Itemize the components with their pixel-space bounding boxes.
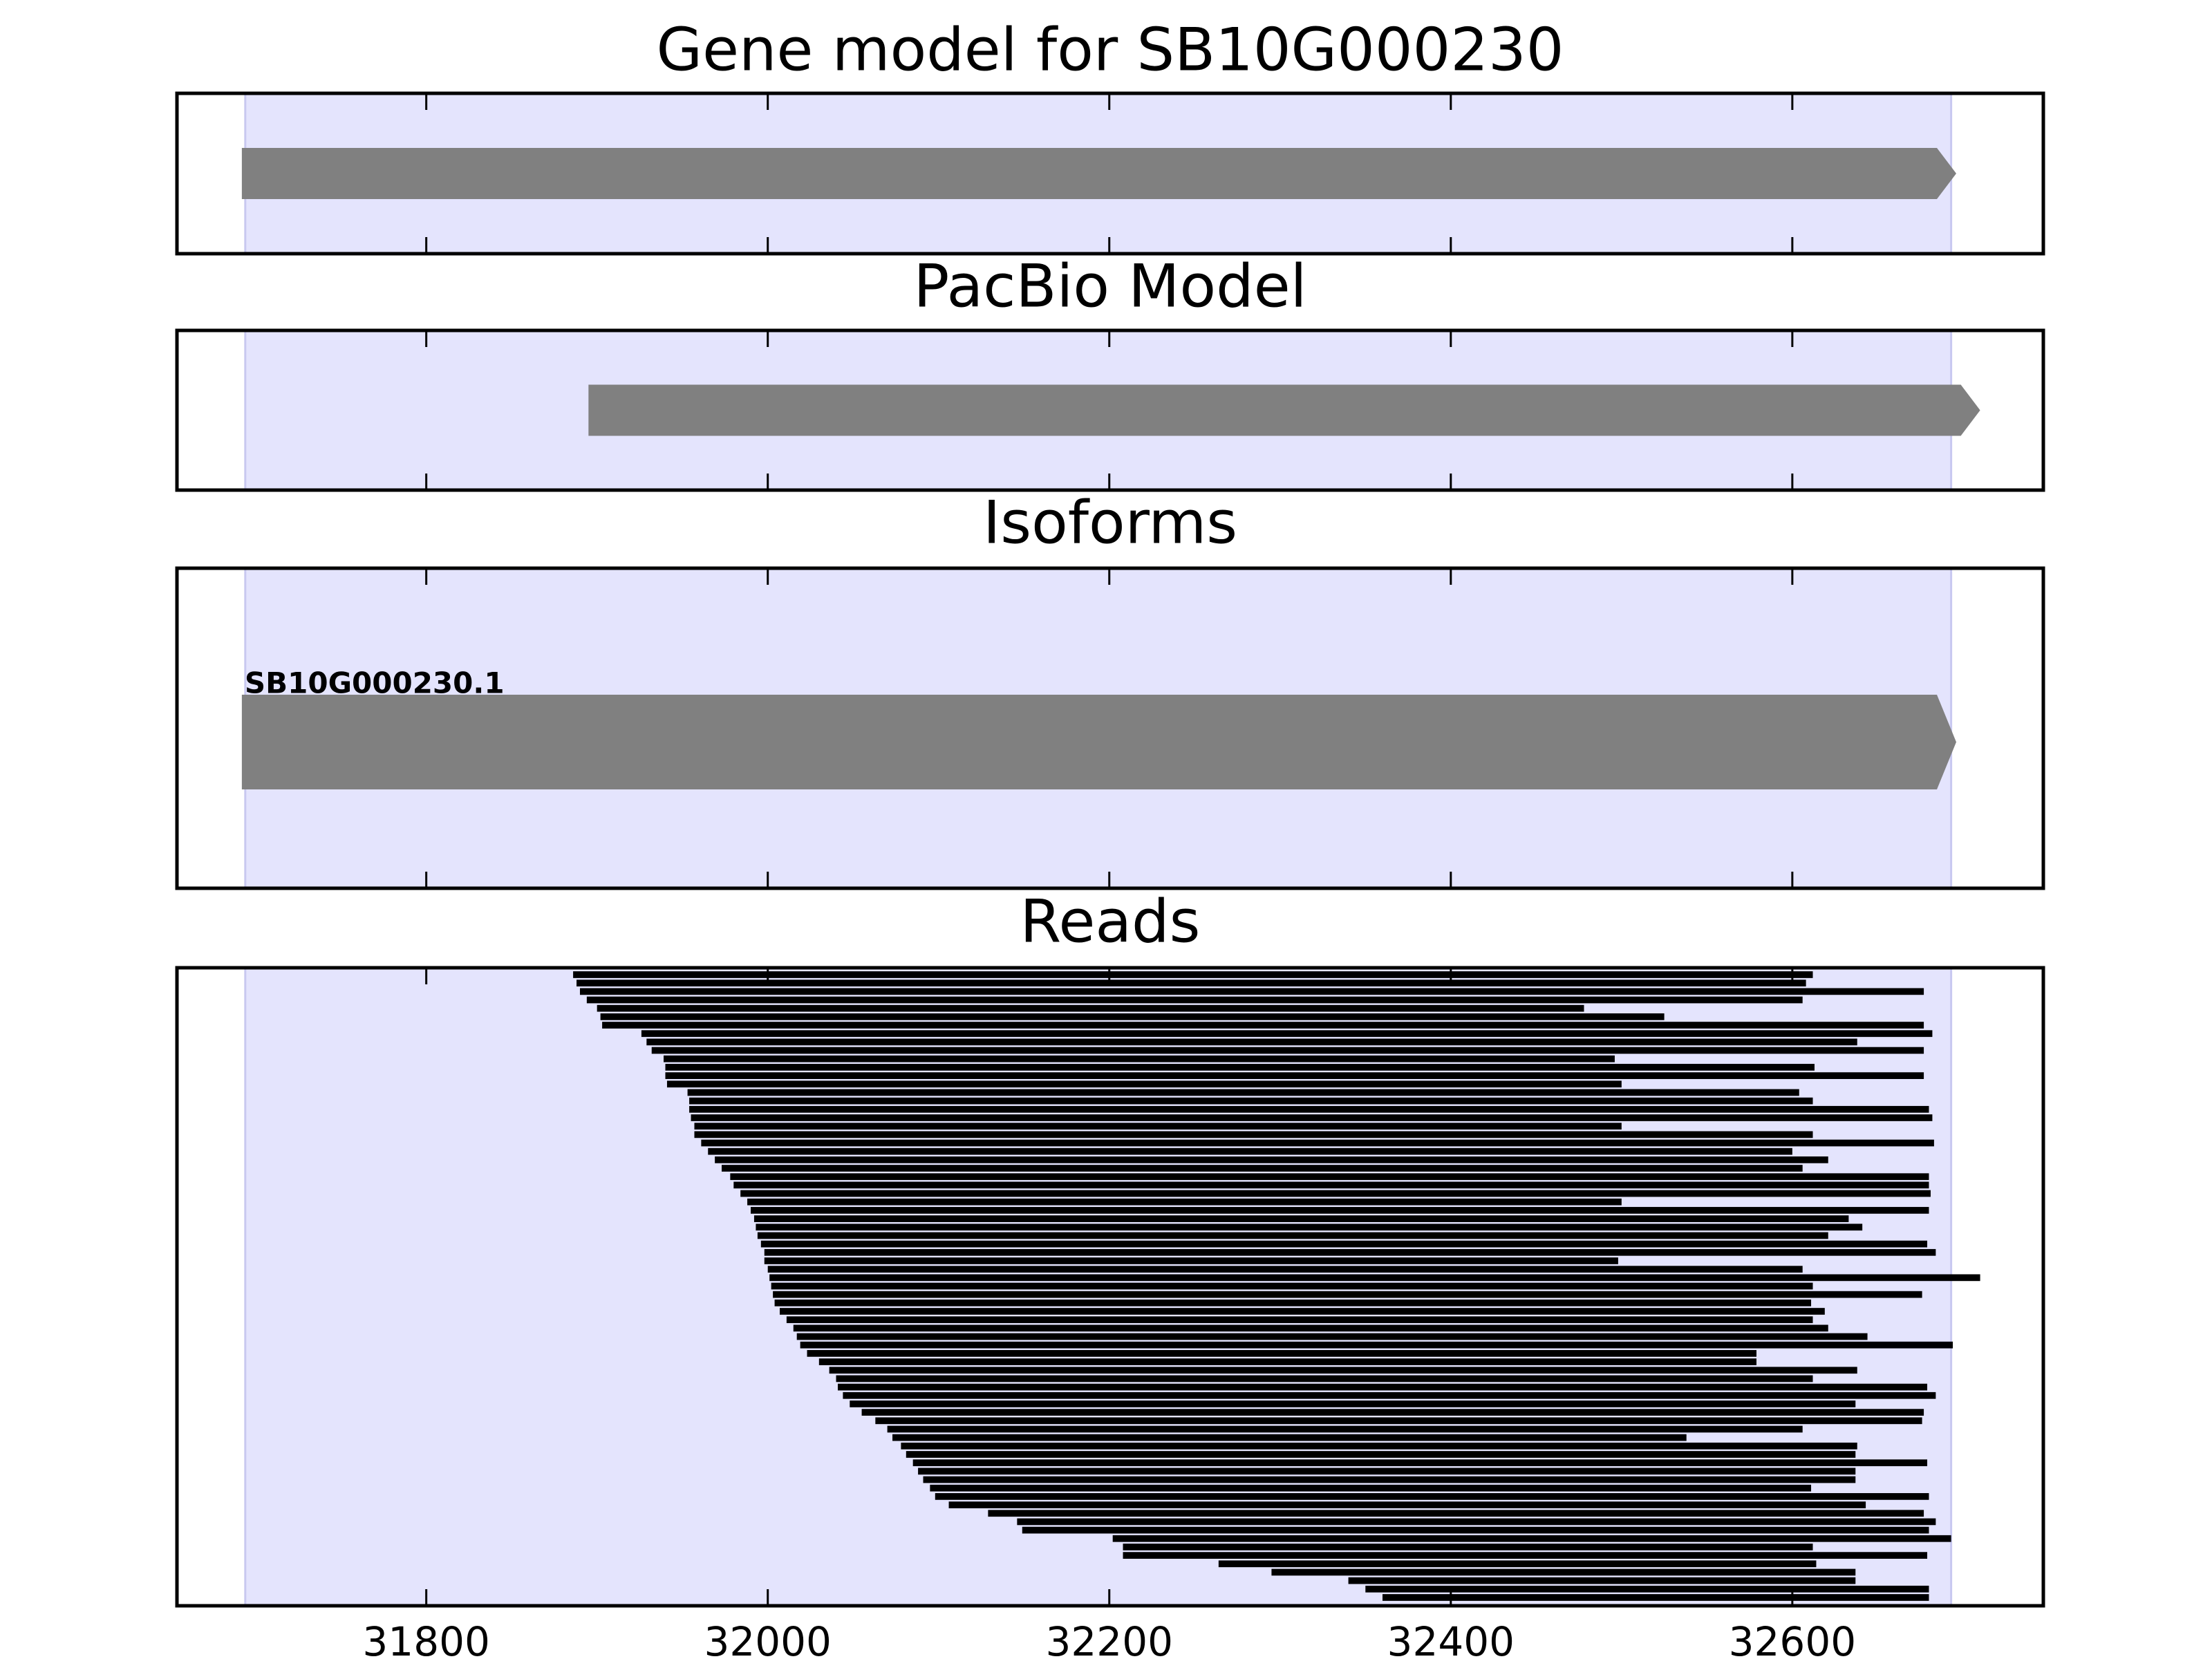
read <box>861 1409 1924 1416</box>
read <box>850 1400 1856 1407</box>
read <box>836 1375 1813 1382</box>
x-tick-label: 32200 <box>1046 1618 1174 1659</box>
read <box>767 1266 1803 1273</box>
read <box>764 1248 1936 1256</box>
read <box>708 1147 1792 1155</box>
read <box>666 1080 1622 1088</box>
read <box>651 1047 1924 1054</box>
read <box>687 1089 1799 1096</box>
read <box>786 1316 1813 1324</box>
read <box>691 1114 1933 1121</box>
read <box>796 1333 1868 1340</box>
read <box>948 1501 1866 1508</box>
read <box>918 1468 1856 1475</box>
read <box>757 1232 1828 1239</box>
read <box>875 1417 1922 1425</box>
read <box>930 1484 1812 1492</box>
read <box>646 1038 1857 1046</box>
read <box>694 1123 1622 1130</box>
panel-title: PacBio Model <box>913 252 1306 321</box>
read <box>935 1493 1929 1500</box>
read <box>1123 1544 1813 1550</box>
x-tick-label: 32400 <box>1387 1618 1515 1659</box>
read <box>586 996 1803 1004</box>
read <box>843 1391 1936 1399</box>
read <box>912 1459 1928 1467</box>
read <box>807 1350 1756 1357</box>
read <box>829 1367 1857 1374</box>
read <box>1271 1568 1856 1576</box>
read <box>665 1064 1815 1071</box>
read <box>730 1173 1929 1181</box>
read <box>600 1013 1665 1020</box>
read <box>641 1030 1933 1038</box>
read <box>722 1165 1803 1172</box>
panel-frame <box>175 328 2045 492</box>
read <box>577 980 1806 987</box>
read <box>1017 1518 1936 1526</box>
x-tick-label: 32600 <box>1729 1618 1857 1659</box>
read <box>573 971 1813 978</box>
panel-title: Gene model for SB10G000230 <box>657 15 1564 84</box>
read <box>1365 1585 1929 1593</box>
read <box>892 1434 1687 1441</box>
read <box>780 1308 1825 1315</box>
read <box>800 1341 1953 1349</box>
read <box>665 1072 1924 1079</box>
read <box>774 1299 1812 1306</box>
read <box>756 1224 1863 1231</box>
gene-feature <box>241 695 1957 789</box>
read <box>602 1022 1924 1029</box>
read <box>1123 1552 1928 1559</box>
panel-frame <box>175 566 2045 890</box>
read <box>701 1139 1934 1147</box>
read <box>906 1451 1856 1458</box>
read <box>760 1240 1928 1248</box>
read <box>579 988 1924 995</box>
read <box>923 1476 1856 1483</box>
read <box>764 1257 1618 1264</box>
read <box>689 1097 1813 1105</box>
read <box>1022 1526 1929 1534</box>
gene-feature <box>588 384 1980 436</box>
gene-feature <box>241 148 1957 199</box>
read <box>1218 1560 1817 1568</box>
read <box>694 1131 1813 1138</box>
x-tick-label: 32000 <box>704 1618 832 1659</box>
read <box>664 1055 1615 1062</box>
read <box>769 1274 1980 1282</box>
panel-frame <box>175 966 2045 1608</box>
isoform-label: SB10G000230.1 <box>245 666 505 700</box>
read <box>837 1383 1928 1391</box>
read <box>818 1358 1756 1365</box>
read <box>689 1105 1929 1113</box>
read <box>793 1324 1828 1332</box>
read <box>740 1190 1931 1197</box>
x-tick-label: 31800 <box>362 1618 490 1659</box>
read <box>773 1291 1922 1298</box>
read <box>751 1207 1929 1214</box>
read <box>753 1215 1849 1222</box>
panel-title: Isoforms <box>983 488 1237 557</box>
read <box>733 1181 1929 1189</box>
read <box>597 1004 1584 1012</box>
read <box>1348 1577 1856 1584</box>
read <box>901 1442 1857 1450</box>
read <box>715 1156 1828 1163</box>
read <box>887 1425 1803 1433</box>
read <box>747 1198 1622 1206</box>
panel-frame <box>175 91 2045 256</box>
read <box>1382 1594 1929 1601</box>
read <box>1112 1535 1951 1542</box>
read <box>988 1510 1924 1517</box>
read <box>771 1282 1813 1290</box>
panel-title: Reads <box>1020 887 1201 956</box>
